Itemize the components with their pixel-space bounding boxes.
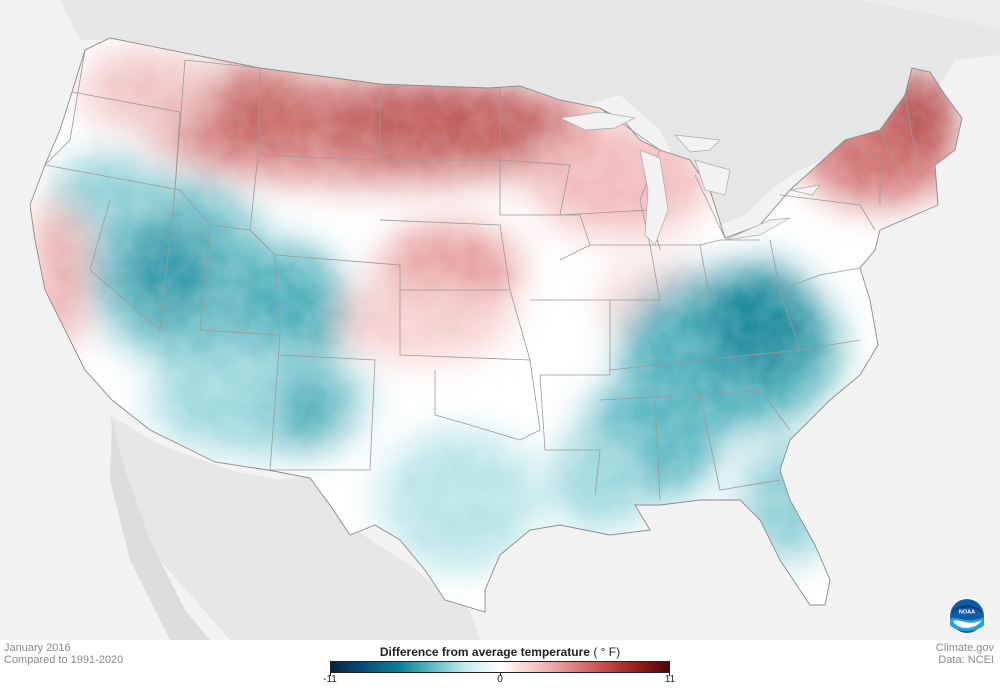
temperature-anomaly-map: NOAA — [29, 0, 1000, 640]
legend-tickmark-mid — [500, 673, 501, 676]
source-label: Data: NCEI — [938, 654, 994, 666]
legend-tickmark-max — [669, 673, 670, 676]
baseline-label: Compared to 1991-2020 — [4, 654, 124, 666]
legend-title-text: Difference from average temperature — [379, 645, 590, 659]
great-lakes — [558, 111, 821, 246]
legend-color-bar — [330, 661, 670, 673]
site-label: Climate.gov — [935, 642, 994, 654]
legend-unit: ( ° F) — [593, 645, 621, 659]
legend-tickmark-min — [330, 673, 331, 676]
state-borders — [44, 49, 921, 501]
noaa-logo-text: NOAA — [959, 610, 975, 616]
legend-mid-label: 0 — [497, 674, 503, 685]
legend-footer: January 2016 Compared to 1991-2020 Clima… — [0, 640, 1000, 690]
noaa-logo-icon: NOAA — [948, 597, 986, 635]
neighbor-land — [60, 0, 1000, 640]
us-outline — [29, 37, 963, 613]
date-label: January 2016 — [4, 642, 71, 654]
map-svg — [29, 0, 1000, 640]
legend-max-label: 11 — [664, 674, 676, 685]
legend-title: Difference from average temperature ( ° … — [330, 645, 670, 659]
legend-min-label: -11 — [323, 674, 337, 685]
